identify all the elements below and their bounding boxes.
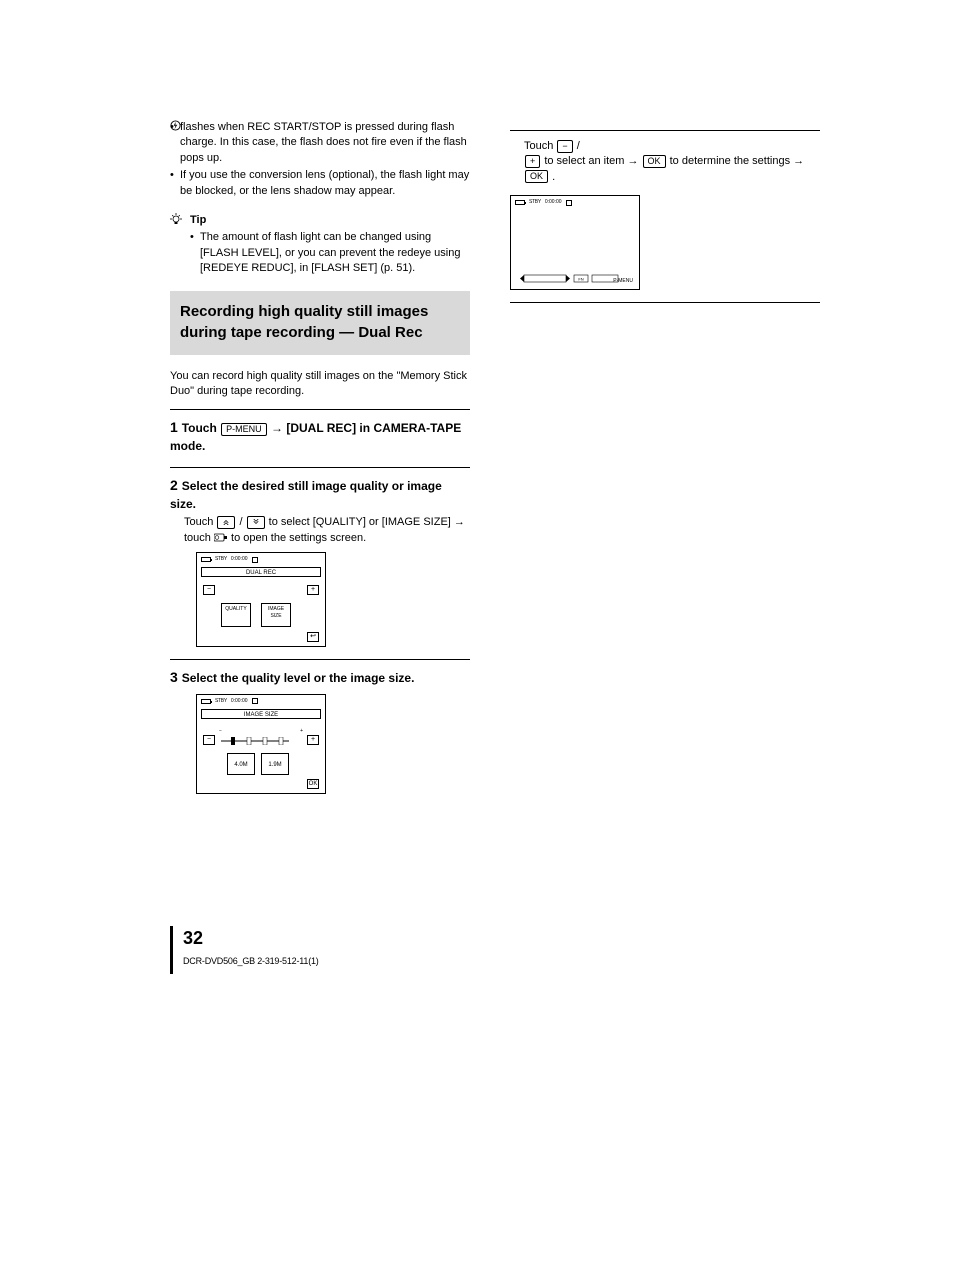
step2-sub-a: Touch [184, 516, 216, 528]
step-2: 2 Select the desired still image quality… [170, 476, 470, 647]
page-footer: 32 DCR-DVD506_GB 2-319-512-11(1) [170, 926, 834, 974]
lcd2-plus: + [307, 735, 319, 745]
lcd1-opt2: IMAGE SIZE [261, 603, 291, 627]
step1-text-a: Touch [182, 421, 217, 435]
time-label: 0:00:00 [545, 199, 562, 206]
footer-text: DCR-DVD506_GB 2-319-512-11(1) [183, 955, 319, 968]
stby-label: STBY [215, 556, 227, 563]
divider [510, 130, 820, 131]
step-1: 1 Touch P-MENU → [DUAL REC] in CAMERA-TA… [170, 418, 470, 455]
camera-set-icon [214, 532, 228, 543]
divider [510, 302, 820, 303]
heading-title: Recording high quality still images duri… [180, 301, 460, 343]
lcd3-pmenu: P-MENU [613, 278, 633, 285]
time-label: 0:00:00 [231, 556, 248, 563]
lcd2-ok: OK [307, 779, 319, 789]
lcd-screen-2: STBY 0:00:00 IMAGE SIZE − + [196, 694, 326, 794]
battery-icon [515, 200, 525, 205]
page-number: 32 [183, 926, 319, 951]
step3-number: 3 [170, 669, 182, 685]
lcd1-opt1: QUALITY [221, 603, 251, 627]
lcd1-plus: + [307, 585, 319, 595]
step4-text-d: . [552, 171, 555, 183]
lcd-screen-1: STBY 0:00:00 DUAL REC − + QUALITY IMAGE … [196, 552, 326, 647]
lcd1-minus: − [203, 585, 215, 595]
step4-text-a: Touch [524, 140, 556, 152]
lcd2-opt1: 4.0M [227, 753, 255, 775]
cassette-icon [252, 557, 258, 563]
stby-label: STBY [215, 698, 227, 705]
step1-text-b: → [DUAL REC] in [271, 421, 370, 435]
lcd2-opt2: 1.9M [261, 753, 289, 775]
cassette-icon [252, 698, 258, 704]
pmenu-key: P-MENU [221, 423, 267, 436]
stby-label: STBY [529, 199, 541, 206]
plus-key: + [525, 155, 540, 168]
minus-key: − [557, 140, 572, 153]
battery-icon [201, 557, 211, 562]
note2-text: If you use the conversion lens (optional… [180, 169, 469, 196]
lcd1-title: DUAL REC [201, 567, 321, 577]
step3-text: Select the quality level or the image si… [182, 671, 415, 685]
lcd2-minus: − [203, 735, 215, 745]
step4-text-c: to determine the settings → [670, 155, 805, 167]
divider [170, 467, 470, 468]
step4-text-b: to select an item → [544, 155, 641, 167]
step-4: Touch − / + to select an item → OK to de… [510, 139, 820, 290]
tip-icon [170, 213, 182, 225]
battery-icon [201, 699, 211, 704]
intro-text: You can record high quality still images… [170, 369, 470, 400]
flash-charge-icon [170, 120, 181, 131]
divider [170, 659, 470, 660]
note1-text: flashes when REC START/STOP is pressed d… [180, 121, 467, 164]
step-3: 3 Select the quality level or the image … [170, 668, 470, 794]
lcd2-title: IMAGE SIZE [201, 709, 321, 719]
divider [170, 409, 470, 410]
lcd1-return: ↩ [307, 632, 319, 642]
step2-sub-c: to open the settings screen. [231, 532, 366, 544]
chevron-up-key [217, 516, 235, 529]
ok-key: OK [643, 155, 666, 168]
step2-text: Select the desired still image quality o… [170, 479, 442, 511]
chevron-down-key [247, 516, 265, 529]
time-label: 0:00:00 [231, 698, 248, 705]
lcd-screen-3: STBY 0:00:00 FN P-MENU [510, 195, 640, 290]
section-heading: Recording high quality still images duri… [170, 291, 470, 355]
cassette-icon [566, 200, 572, 206]
step1-number: 1 [170, 419, 182, 435]
tip-text: The amount of flash light can be changed… [200, 231, 460, 274]
svg-text:FN: FN [578, 277, 583, 282]
tip-label: Tip [190, 214, 206, 226]
step2-number: 2 [170, 477, 182, 493]
ok-key-2: OK [525, 170, 548, 183]
lcd2-slider [221, 737, 289, 745]
